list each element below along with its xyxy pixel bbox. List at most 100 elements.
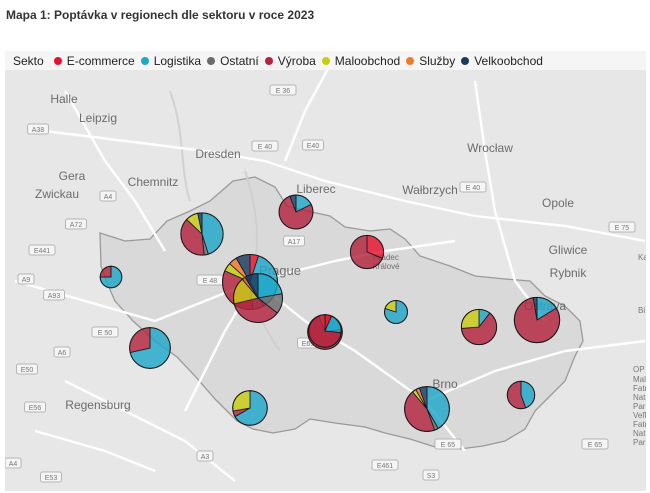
- pie-outline: [460, 308, 498, 346]
- country-shape: [99, 176, 584, 450]
- pie-moravskoslezský[interactable]: [513, 296, 561, 344]
- svg-text:A72: A72: [70, 222, 83, 229]
- road-shield: A9: [17, 273, 35, 285]
- svg-text:A4: A4: [104, 194, 113, 201]
- road-shield: A3: [196, 450, 214, 462]
- svg-text:E65: E65: [302, 341, 315, 348]
- svg-text:E 65: E 65: [588, 442, 603, 449]
- road-shield: E 48: [196, 274, 224, 286]
- road-shield: A4: [5, 457, 22, 469]
- pie-olomouc[interactable]: [460, 308, 498, 346]
- legend-text: Velkoobchod: [474, 53, 543, 68]
- svg-text:A93: A93: [48, 293, 61, 300]
- legend-item-ostatni[interactable]: Ostatní: [207, 54, 259, 68]
- road-shield: A17: [283, 235, 305, 247]
- legend: Sekto E-commerce Logistika Ostatní Výrob…: [5, 51, 646, 70]
- city-label: Wałbrzych: [402, 183, 458, 197]
- svg-text:E 48: E 48: [203, 278, 218, 285]
- edge-label: Natio: [633, 393, 646, 402]
- pie-outline: [232, 390, 268, 426]
- legend-text: Ostatní: [220, 53, 259, 68]
- pie-pardubice[interactable]: [384, 300, 408, 324]
- city-label: Rybnik: [550, 266, 588, 280]
- city-label: Gliwice: [549, 243, 588, 257]
- edge-label: Mala: [633, 375, 646, 384]
- road-shield: E 50: [91, 326, 119, 338]
- road-shield: E50: [16, 363, 38, 375]
- city-label: Leipzig: [79, 111, 117, 125]
- legend-item-velkoobchod[interactable]: Velkoobchod: [461, 54, 543, 68]
- pie-jihočeský[interactable]: [232, 390, 268, 426]
- city-label: Gera: [59, 169, 86, 183]
- pie-outline: [404, 386, 450, 432]
- road-shield: E461: [371, 459, 399, 471]
- svg-text:E461: E461: [377, 463, 393, 470]
- legend-text: Služby: [419, 53, 456, 68]
- city-label: Opole: [542, 196, 574, 210]
- svg-text:A9: A9: [22, 277, 31, 284]
- pie-outline: [349, 234, 385, 270]
- pie-outline: [129, 327, 171, 369]
- road-shield: E 36: [269, 84, 297, 96]
- pie-jihomoravský[interactable]: [404, 386, 450, 432]
- pie-outline: [278, 194, 314, 230]
- pie-outline: [180, 212, 224, 256]
- legend-dot: [406, 56, 415, 65]
- pie-outline: [506, 380, 536, 410]
- city-label: Chemnitz: [128, 175, 179, 189]
- pie-ústí-nad-labem[interactable]: [180, 212, 224, 256]
- road-shield: E 75: [608, 221, 636, 233]
- legend-text: Logistika: [153, 53, 202, 68]
- legend-label: Sekto: [13, 53, 44, 68]
- legend-text: E-commerce: [66, 53, 135, 68]
- road-shield: A72: [65, 218, 87, 230]
- road-shield: E 40: [459, 181, 487, 193]
- road-shield: A38: [27, 123, 49, 135]
- svg-text:A17: A17: [288, 239, 301, 246]
- svg-text:A3: A3: [201, 454, 210, 461]
- pie-zlín[interactable]: [506, 380, 536, 410]
- legend-dot: [461, 56, 470, 65]
- pie-hradec-králové[interactable]: [349, 234, 385, 270]
- svg-text:E 75: E 75: [615, 225, 630, 232]
- svg-text:E 36: E 36: [276, 88, 291, 95]
- pie-středočeský[interactable]: [233, 273, 283, 323]
- legend-dot: [140, 56, 149, 65]
- map-area[interactable]: Halle Leipzig Gera Zwickau Chemnitz Dresden Li…: [5, 51, 646, 491]
- legend-item-vyroba[interactable]: Výroba: [264, 54, 316, 68]
- road-shield: A4: [99, 190, 117, 202]
- road-shield: S3: [422, 469, 440, 481]
- pie-outline: [233, 273, 283, 323]
- road-shield: E40: [302, 139, 324, 151]
- legend-item-maloobchod[interactable]: Maloobchod: [321, 54, 400, 68]
- svg-text:S3: S3: [427, 473, 436, 480]
- city-label: Regensburg: [65, 398, 130, 412]
- pie-outline: [99, 265, 123, 289]
- edge-label: Veľka: [633, 411, 646, 420]
- legend-item-logistika[interactable]: Logistika: [140, 53, 202, 68]
- pie-outline: [513, 296, 561, 344]
- pie-karlovy-vary[interactable]: [99, 265, 123, 289]
- edge-label: Natio: [633, 429, 646, 438]
- pie-kolín[interactable]: [308, 314, 342, 348]
- legend-item-ecommerce[interactable]: E-commerce: [53, 53, 135, 68]
- svg-text:E 40: E 40: [466, 185, 481, 192]
- road-shield: E 65: [434, 438, 462, 450]
- city-label: Brno: [432, 377, 458, 391]
- pie-liberec[interactable]: [278, 194, 314, 230]
- legend-item-sluzby[interactable]: Služby: [406, 54, 455, 68]
- legend-dot: [207, 56, 216, 65]
- svg-text:E 65: E 65: [441, 442, 456, 449]
- road-shield: E441: [28, 244, 56, 256]
- svg-text:E441: E441: [34, 248, 50, 255]
- edge-label: Park: [633, 402, 646, 411]
- svg-text:E53: E53: [45, 475, 58, 482]
- road-shield: A6: [53, 346, 71, 358]
- city-label: Halle: [50, 92, 78, 106]
- pie-plzeň[interactable]: [129, 327, 171, 369]
- svg-text:E 40: E 40: [258, 144, 273, 151]
- svg-text:E50: E50: [21, 367, 34, 374]
- svg-text:A4: A4: [9, 461, 18, 468]
- svg-text:A38: A38: [32, 127, 45, 134]
